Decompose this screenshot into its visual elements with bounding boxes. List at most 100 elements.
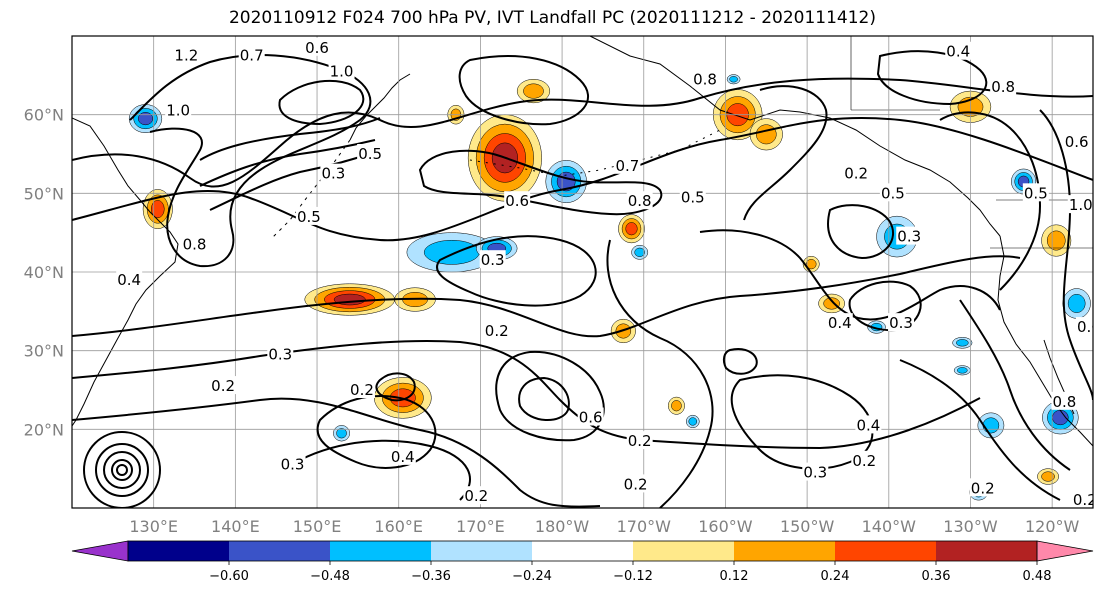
- coastlines: [72, 36, 1093, 447]
- contour-line: [418, 149, 663, 216]
- contour-label-background: [348, 380, 375, 398]
- map-frame: [71, 35, 1094, 509]
- pv-anomaly-patch: [634, 247, 645, 257]
- colorbar-arrow-min: [71, 540, 129, 562]
- contour-label-background: [463, 486, 490, 505]
- contour-label-background: [1022, 183, 1049, 202]
- contour-label: 0.8: [1052, 393, 1076, 411]
- colorbar-outline: [127, 540, 1038, 562]
- contour-label: 0.6: [579, 409, 603, 427]
- colorbar-segment: [633, 541, 734, 561]
- pv-anomaly-patch: [755, 124, 777, 145]
- contour-label-background: [1067, 195, 1093, 214]
- contour-label-background: [826, 313, 853, 332]
- colorbar-tick-label: −0.24: [512, 569, 552, 584]
- colorbar-segment: [431, 541, 532, 561]
- pv-anomaly-patch: [1046, 230, 1066, 251]
- latitude-tick-label: 60°N: [24, 106, 64, 125]
- pv-anomaly-patch: [671, 400, 682, 412]
- contour-line: [899, 359, 1061, 501]
- contour-label: 0.3: [481, 251, 505, 269]
- longitude-tick-label: 150°W: [780, 517, 835, 536]
- contour-line: [199, 117, 381, 211]
- contour-label: 0.4: [946, 43, 970, 61]
- figure-title: 2020110912 F024 700 hPa PV, IVT Landfall…: [228, 8, 876, 28]
- latitude-tick-label: 20°N: [24, 420, 64, 439]
- contour-label-background: [1071, 490, 1093, 508]
- contour-line: [959, 299, 1071, 471]
- contour-line: [743, 85, 828, 221]
- contour-line: [730, 374, 874, 470]
- longitude-tick-label: 140°E: [211, 517, 260, 536]
- latitude-tick-label: 40°N: [24, 263, 64, 282]
- colorbar-tick-label: 0.12: [720, 569, 749, 584]
- latitude-axis: 20°N 30°N 40°N 50°N 60°N: [24, 106, 64, 440]
- contour-label: 1.0: [1069, 196, 1093, 214]
- longitude-tick-label: 160°E: [374, 517, 423, 536]
- colorbar-tick-label: −0.48: [310, 569, 350, 584]
- pv-anomaly-patch: [138, 112, 154, 126]
- contour-label: 0.3: [281, 456, 305, 474]
- contour-label: 0.5: [297, 208, 321, 226]
- contour-label-background: [320, 163, 347, 182]
- contour-label-background: [626, 431, 653, 450]
- contour-line: [699, 229, 1001, 321]
- contour-label-background: [267, 344, 294, 363]
- contour-label: 0.2: [350, 381, 374, 399]
- longitude-tick-label: 130°E: [129, 517, 178, 536]
- contour-label-background: [304, 37, 331, 56]
- contour-label-background: [945, 41, 972, 60]
- alaska-coastline: [589, 36, 1001, 237]
- contour-label: 0.4: [117, 271, 141, 289]
- contour-label: 0.2: [844, 165, 868, 183]
- contour-label-background: [165, 100, 192, 119]
- contour-line: [375, 372, 416, 402]
- contour-label: 0.3: [803, 464, 827, 482]
- colorbar-segment: [330, 541, 431, 561]
- contour-label: 0.5: [358, 145, 382, 163]
- graticule: [72, 36, 1093, 508]
- contour-line: [72, 339, 981, 450]
- longitude-tick-label: 140°W: [862, 517, 917, 536]
- contour-line: [72, 77, 1093, 188]
- contour-line: [436, 235, 597, 307]
- colorbar-segment: [128, 541, 229, 561]
- pv-anomaly-patch: [729, 76, 738, 83]
- colorbar-tick-label: 0.24: [821, 569, 850, 584]
- contour-label-background: [279, 454, 306, 473]
- contour-line: [299, 439, 471, 501]
- pv-anomaly-patch: [805, 259, 817, 270]
- latitude-tick-label: 30°N: [24, 342, 64, 361]
- longitude-axis: 130°E 140°E 150°E 160°E 170°E 180°W 170°W 160°W…: [129, 517, 1079, 536]
- colorbar-tick-label: 0.48: [1023, 569, 1052, 584]
- contour-label-background: [1063, 132, 1090, 151]
- pv-anomaly-patch: [523, 83, 544, 99]
- contour-label: 0.8: [991, 78, 1015, 96]
- contour-line: [72, 117, 1093, 242]
- contour-line: [82, 431, 162, 508]
- contour-label-background: [479, 250, 506, 269]
- contour-line: [72, 397, 601, 508]
- longitude-tick-label: 180°W: [535, 517, 590, 536]
- contour-label: 0.5: [881, 184, 905, 202]
- colorbar-segment: [734, 541, 835, 561]
- colorbar-segment: [229, 541, 330, 561]
- contour-label: 0.3: [268, 346, 292, 364]
- contour-label: 0.8: [693, 70, 717, 88]
- canada-borders: [850, 36, 1093, 249]
- longitude-tick-label: 130°W: [943, 517, 998, 536]
- contour-label-background: [173, 45, 200, 64]
- colorbar-segment: [936, 541, 1037, 561]
- contour-label: 0.6: [1065, 133, 1089, 151]
- contour-label: 1.0: [330, 62, 354, 80]
- contour-label-background: [181, 234, 208, 253]
- contour-label-background: [577, 407, 604, 426]
- contour-label-background: [896, 226, 923, 245]
- contour-label-background: [802, 462, 829, 481]
- contour-label-background: [969, 478, 996, 497]
- contour-line: [876, 50, 988, 106]
- colorbar-tick-label: −0.60: [209, 569, 249, 584]
- contour-label-background: [116, 269, 143, 288]
- contour-label-background: [626, 191, 653, 210]
